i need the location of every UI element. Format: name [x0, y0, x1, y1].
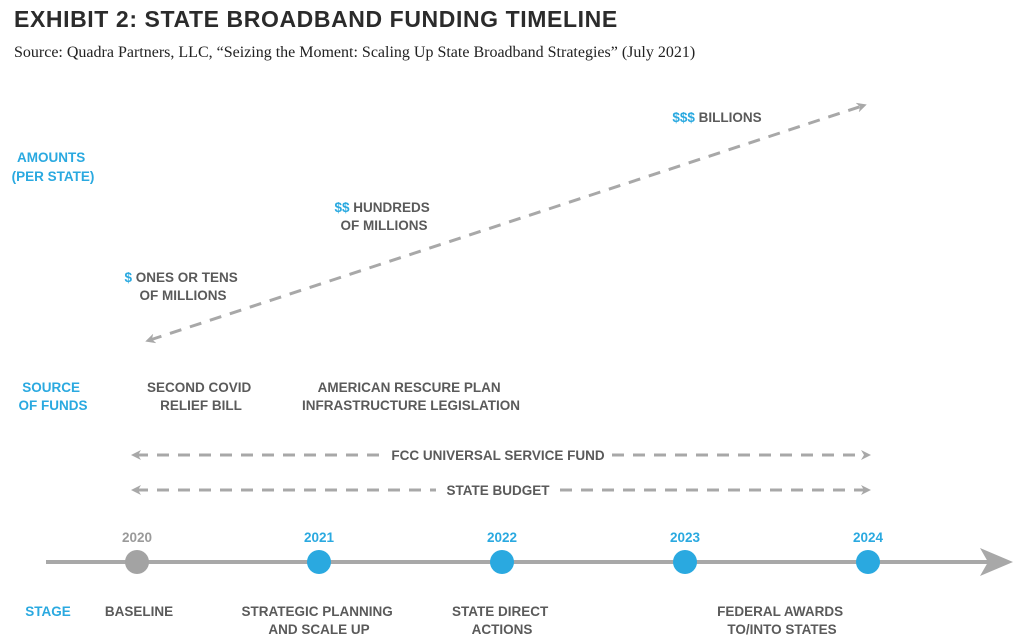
source-of-funds-row-label: SOURCE OF FUNDS — [19, 380, 88, 413]
timeline-dot — [856, 550, 880, 574]
year-label: 2024 — [853, 530, 884, 545]
stage-label: BASELINE — [105, 604, 173, 619]
year-label: 2022 — [487, 530, 517, 545]
state-budget-arrow: STATE BUDGET — [131, 483, 871, 498]
amount-label-tens-of-millions: $ ONES OR TENS OF MILLIONS — [124, 270, 241, 303]
amount-label-billions: $$$ BILLIONS — [672, 110, 761, 125]
timeline-2020: 2020 BASELINE — [105, 530, 173, 619]
timeline-2023: 2023 — [670, 530, 701, 574]
source-second-covid-relief-bill: SECOND COVID RELIEF BILL — [147, 380, 255, 413]
stage-label: FEDERAL AWARDS TO/INTO STATES — [717, 604, 847, 637]
state-budget-label: STATE BUDGET — [447, 483, 551, 498]
amounts-trend-arrow — [145, 102, 867, 344]
timeline-2024: 2024 FEDERAL AWARDS TO/INTO STATES — [717, 530, 883, 637]
timeline-dot — [490, 550, 514, 574]
exhibit-title: EXHIBIT 2: STATE BROADBAND FUNDING TIMEL… — [14, 6, 618, 32]
amounts-row-label: AMOUNTS (PER STATE) — [12, 150, 95, 184]
stage-label: STATE DIRECT ACTIONS — [452, 604, 552, 637]
year-label: 2023 — [670, 530, 701, 545]
timeline-dot — [307, 550, 331, 574]
fcc-usf-arrow: FCC UNIVERSAL SERVICE FUND — [131, 448, 871, 463]
fcc-usf-label: FCC UNIVERSAL SERVICE FUND — [391, 448, 605, 463]
timeline-2022: 2022 STATE DIRECT ACTIONS — [452, 530, 552, 637]
stage-row-label: STAGE — [25, 604, 71, 619]
amount-label-hundreds-of-millions: $$ HUNDREDS OF MILLIONS — [334, 200, 433, 233]
year-label: 2021 — [304, 530, 335, 545]
source-citation: Source: Quadra Partners, LLC, “Seizing t… — [14, 44, 696, 61]
source-arp-infrastructure: AMERICAN RESCURE PLAN INFRASTRUCTURE LEG… — [302, 380, 520, 413]
timeline-dot — [673, 550, 697, 574]
year-label: 2020 — [122, 530, 152, 545]
timeline-2021: 2021 STRATEGIC PLANNING AND SCALE UP — [241, 530, 396, 637]
timeline-dot — [125, 550, 149, 574]
stage-label: STRATEGIC PLANNING AND SCALE UP — [241, 604, 396, 637]
timeline-arrowhead — [980, 548, 1013, 576]
